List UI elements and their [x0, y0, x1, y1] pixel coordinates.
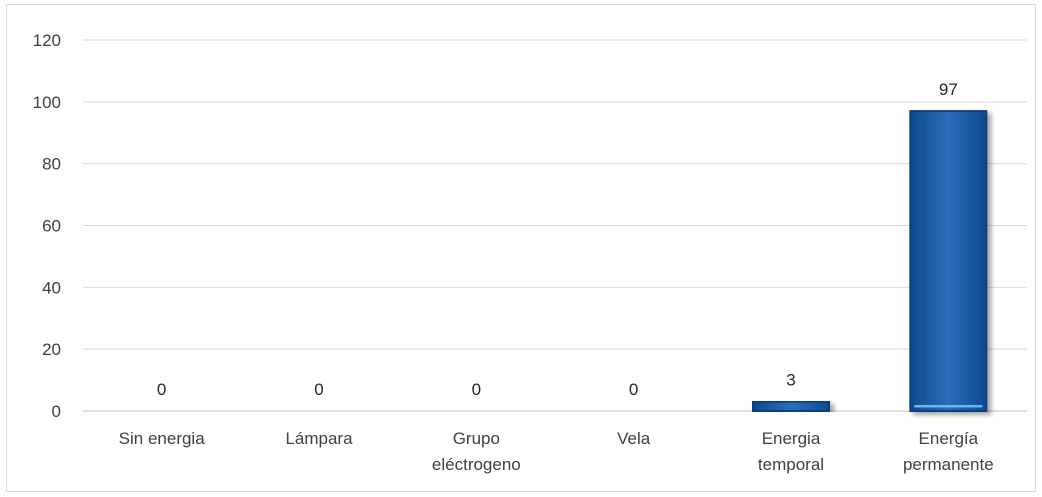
y-tick-label: 40 — [42, 278, 61, 297]
category-label: Lámpara — [285, 429, 353, 448]
y-tick-label: 80 — [42, 155, 61, 174]
bar — [909, 110, 988, 412]
category-label: permanente — [903, 455, 994, 474]
data-labels: 0 0 0 0 3 97 — [157, 80, 958, 399]
category-label: Energia — [762, 429, 821, 448]
category-label: Sin energia — [119, 429, 206, 448]
y-tick-label: 60 — [42, 217, 61, 236]
category-labels: Sin energia Lámpara Grupo eléctrogeno Vela En… — [119, 429, 994, 474]
category-label: Vela — [617, 429, 651, 448]
category-label: eléctrogeno — [432, 455, 521, 474]
data-label: 0 — [157, 380, 166, 399]
y-tick-label: 120 — [33, 31, 61, 50]
category-label: temporal — [758, 455, 824, 474]
category-label: Energía — [919, 429, 979, 448]
bar — [752, 400, 830, 413]
bar-chart: 0 20 40 60 80 100 120 0 0 0 0 3 97 Sin energia Lámpa… — [33, 31, 1027, 474]
y-tick-label: 100 — [33, 93, 61, 112]
y-tick-label: 20 — [42, 340, 61, 359]
chart-frame: 0 20 40 60 80 100 120 0 0 0 0 3 97 Sin energia Lámpa… — [6, 4, 1036, 492]
bar-highlight — [914, 405, 983, 408]
category-label: Grupo — [453, 429, 500, 448]
data-label: 0 — [314, 380, 323, 399]
gridlines — [83, 39, 1027, 412]
data-label: 0 — [472, 380, 481, 399]
y-axis-ticks: 0 20 40 60 80 100 120 — [33, 31, 61, 421]
bars — [752, 110, 988, 413]
bar-rect — [909, 110, 988, 412]
data-label: 97 — [939, 80, 958, 99]
data-label: 0 — [629, 380, 638, 399]
data-label: 3 — [786, 371, 795, 390]
bar-rect — [752, 400, 830, 413]
y-tick-label: 0 — [52, 402, 61, 421]
